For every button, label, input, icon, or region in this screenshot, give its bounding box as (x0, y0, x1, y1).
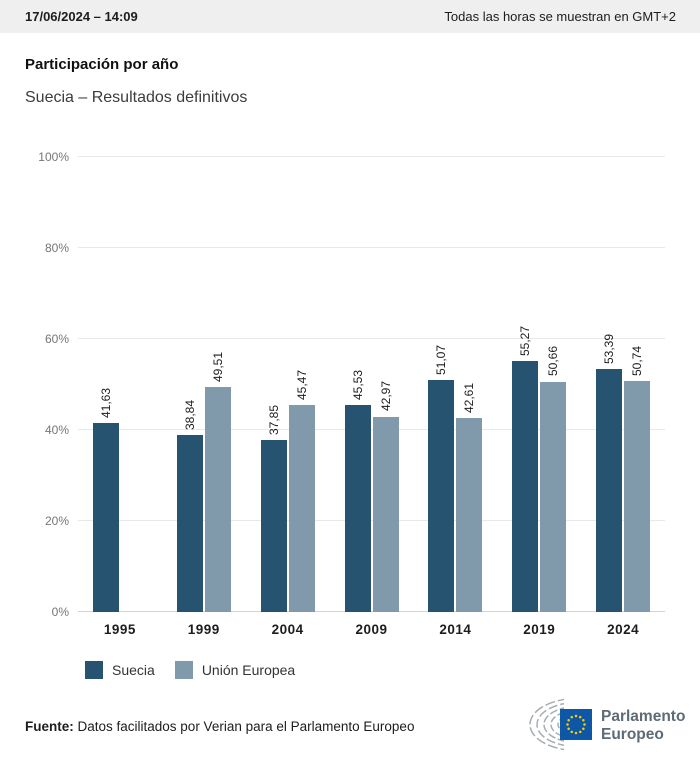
bar-value-label: 49,51 (210, 351, 225, 382)
timezone-note: Todas las horas se muestran en GMT+2 (444, 9, 676, 24)
x-axis-line (78, 611, 665, 612)
eu-star-icon (566, 723, 569, 726)
bar-suecia-1999: 38,84 (176, 400, 203, 612)
source-label: Fuente: (25, 719, 74, 734)
ep-logo: Parlamento Europeo (529, 698, 685, 751)
legend-item-suecia: Suecia (85, 661, 155, 679)
page-title: Participación por año (25, 56, 179, 73)
bar-group-2024: 53,39 50,74 (581, 157, 665, 612)
bar-group-2004: 37,85 45,47 (246, 157, 330, 612)
gridline (78, 338, 665, 339)
bar-group-1995: 41,63 (78, 157, 162, 612)
chart-legend: Suecia Unión Europea (85, 661, 295, 679)
eu-flag-icon (560, 709, 592, 740)
page-subtitle: Suecia – Resultados definitivos (25, 89, 248, 106)
bar-value-label: 41,63 (98, 387, 113, 418)
bar-suecia-2014: 51,07 (428, 345, 455, 612)
y-axis-tick-label: 60% (44, 332, 69, 346)
bar-group-2009: 45,53 42,97 (330, 157, 414, 612)
y-axis-tick-label: 40% (44, 423, 69, 437)
bars-layer: 41,63 38,84 49,51 37,85 45,47 45,53 42,97 51,07… (78, 157, 665, 612)
bar-suecia-2004: 37,85 (260, 405, 287, 612)
bar-suecia-2019: 55,27 (512, 326, 539, 612)
legend-item-uni-n-europea: Unión Europea (174, 661, 296, 679)
bar-group-2019: 55,27 50,66 (497, 157, 581, 612)
bar-value-label: 42,97 (378, 381, 393, 412)
hemicycle-icon (529, 698, 564, 751)
eu-star-icon (570, 715, 573, 719)
bar-suecia-2024: 53,39 (596, 334, 623, 612)
x-axis-label-2009: 2009 (355, 622, 388, 637)
bar-value-label: 42,61 (462, 383, 477, 414)
eu-star-icon (567, 727, 570, 730)
bar-uni-n-europea-2009: 42,97 (372, 381, 399, 612)
bar-value-label: 45,47 (294, 370, 309, 401)
eu-star-icon (574, 731, 578, 735)
y-axis-tick-label: 20% (44, 514, 69, 528)
eu-star-icon (582, 719, 585, 722)
eu-star-icon (579, 730, 582, 734)
y-axis-tick-label: 80% (44, 241, 69, 255)
turnout-bar-chart: 0% 20% 40% 60% 80% 100% 41,63 38,84 49,51 37,85 45… (0, 140, 700, 650)
x-axis-label-2014: 2014 (439, 622, 472, 637)
bar-suecia-2009: 45,53 (344, 370, 371, 612)
legend-swatch-suecia (85, 661, 103, 679)
bar-uni-n-europea-2004: 45,47 (288, 370, 315, 612)
bar-uni-n-europea-2024: 50,74 (624, 346, 651, 612)
x-axis-label-1999: 1999 (187, 622, 220, 637)
bar-value-label: 50,66 (546, 346, 561, 377)
legend-label-suecia: Suecia (112, 662, 155, 678)
bar-uni-n-europea-2014: 42,61 (456, 383, 483, 612)
bar-value-label: 38,84 (182, 400, 197, 431)
source-note: Fuente: Datos facilitados por Verian par… (25, 719, 414, 734)
bar-group-2014: 51,07 42,61 (413, 157, 497, 612)
x-axis-label-1995: 1995 (103, 622, 136, 637)
gridline (78, 429, 665, 430)
plot-area: 0% 20% 40% 60% 80% 100% 41,63 38,84 49,51 37,85 45… (38, 150, 665, 619)
top-bar: 17/06/2024 – 14:09 Todas las horas se mu… (0, 0, 700, 33)
gridline (78, 156, 665, 157)
logo-text-line2: Europeo (601, 726, 664, 743)
eu-star-icon (570, 730, 573, 734)
eu-flag-field (560, 709, 592, 740)
bar-value-label: 51,07 (434, 344, 449, 375)
bar-value-label: 55,27 (518, 325, 533, 356)
gridline (78, 520, 665, 521)
bar-uni-n-europea-1999: 49,51 (204, 352, 231, 612)
eu-star-icon (583, 723, 586, 726)
x-axis-label-2004: 2004 (271, 622, 304, 637)
x-axis: 1995 1999 2004 2009 2014 2019 2024 (78, 622, 665, 637)
x-axis-label-2019: 2019 (523, 622, 556, 637)
bar-value-label: 37,85 (266, 404, 281, 435)
bar-suecia-1995: 41,63 (92, 388, 119, 612)
bar-value-label: 50,74 (630, 346, 645, 377)
legend-label-uni-n-europea: Unión Europea (201, 662, 296, 678)
eu-flag-stars (566, 714, 586, 735)
bar-value-label: 53,39 (602, 334, 617, 365)
eu-star-icon (582, 727, 585, 730)
bar-uni-n-europea-2019: 50,66 (540, 346, 567, 612)
x-axis-label-2024: 2024 (607, 622, 640, 637)
gridline (78, 247, 665, 248)
y-axis-tick-label: 100% (38, 150, 69, 164)
bar-group-1999: 38,84 49,51 (162, 157, 246, 612)
logo-text-line1: Parlamento (601, 708, 685, 725)
bar-value-label: 45,53 (350, 369, 365, 400)
source-text: Datos facilitados por Verian para el Par… (73, 719, 415, 734)
datetime-label: 17/06/2024 – 14:09 (25, 9, 138, 24)
y-axis-tick-label: 0% (51, 605, 69, 619)
legend-swatch-uni-n-europea (174, 661, 193, 679)
eu-star-icon (574, 714, 578, 718)
eu-star-icon (567, 719, 570, 722)
eu-star-icon (579, 715, 582, 719)
